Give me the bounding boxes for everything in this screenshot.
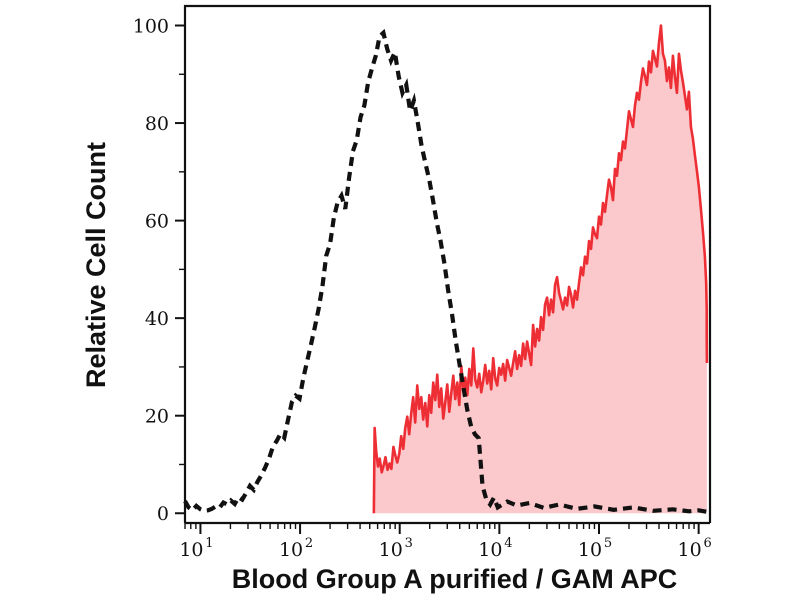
control-unstained-dashed-line	[183, 28, 707, 514]
x-tick-label: 10	[179, 539, 203, 561]
x-tick-label: 10	[279, 539, 303, 561]
y-tick-label: 20	[145, 406, 169, 428]
x-tick-label-exponent: 6	[704, 536, 712, 551]
x-tick-label-exponent: 4	[504, 536, 512, 551]
x-tick-label: 10	[478, 539, 502, 561]
x-tick-label: 10	[678, 539, 702, 561]
y-tick-label: 80	[145, 113, 169, 135]
plot-frame	[183, 4, 712, 525]
y-axis-tick-marks	[175, 24, 185, 515]
stained-sample-line	[372, 24, 709, 514]
x-axis-title: Blood Group A purified / GAM APC	[232, 564, 677, 594]
x-tick-label-exponent: 5	[604, 536, 612, 551]
y-tick-label: 60	[145, 211, 169, 233]
y-tick-label: 40	[145, 308, 169, 330]
y-tick-label: 100	[133, 16, 169, 38]
x-axis-tick-labels: 10 1 10 2 10 3 10 4 10 5 10 6	[179, 536, 711, 561]
x-tick-label: 10	[578, 539, 602, 561]
x-tick-label-exponent: 3	[405, 536, 413, 551]
y-tick-label: 0	[157, 503, 169, 525]
x-tick-label: 10	[379, 539, 403, 561]
y-axis-title: Relative Cell Count	[81, 142, 111, 388]
x-tick-label-exponent: 2	[305, 536, 313, 551]
x-axis-tick-marks	[184, 523, 700, 534]
stained-sample-area-fill	[373, 25, 707, 514]
data-series-layer	[183, 24, 709, 514]
y-axis-tick-labels: 0 20 40 60 80 100	[133, 16, 169, 526]
axis-frame-lines	[183, 4, 712, 525]
x-tick-label-exponent: 1	[205, 536, 213, 551]
